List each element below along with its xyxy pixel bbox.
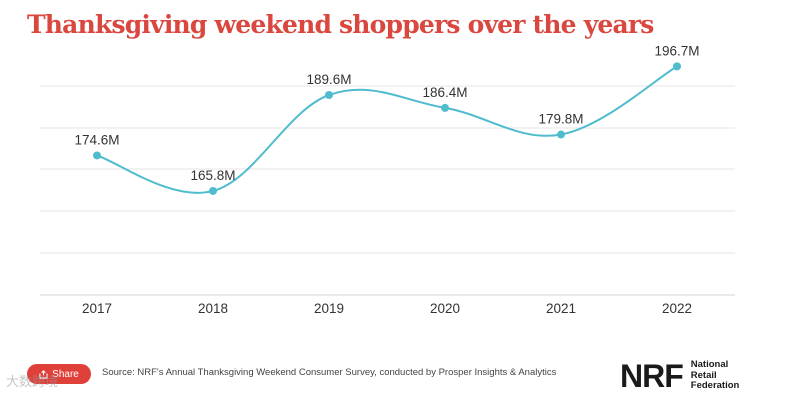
x-tick-2020: 2020: [430, 301, 460, 316]
x-tick-2022: 2022: [662, 301, 692, 316]
x-tick-2021: 2021: [546, 301, 576, 316]
logo-text: National Retail Federation: [691, 360, 740, 392]
data-label-2019: 189.6M: [306, 72, 351, 87]
logo-line-3: Federation: [690, 380, 740, 392]
logo-line-2: Retail: [690, 369, 717, 381]
data-label-2020: 186.4M: [422, 85, 467, 100]
share-icon: [39, 369, 48, 379]
data-points: [93, 62, 681, 195]
chart-title: Thanksgiving weekend shoppers over the y…: [27, 10, 654, 39]
series-line: [96, 65, 678, 194]
data-label-2018: 165.8M: [190, 168, 235, 183]
data-labels: 174.6M 165.8M 189.6M 186.4M 179.8M 196.7M: [74, 43, 699, 183]
nrf-logo: NRF National Retail Federation: [620, 360, 739, 392]
x-tick-2018: 2018: [198, 301, 228, 316]
source-note: Source: NRF's Annual Thanksgiving Weeken…: [102, 367, 557, 378]
x-tick-2019: 2019: [314, 301, 344, 316]
data-point-2018: [209, 186, 217, 195]
logo-mark: NRF: [620, 358, 684, 394]
chart-footer: Share 大数跨境 Source: NRF's Annual Thanksgi…: [0, 355, 787, 401]
line-chart: 174.6M 165.8M 189.6M 186.4M 179.8M 196.7M 201…: [40, 43, 735, 316]
share-button[interactable]: Share: [27, 364, 91, 384]
watermark-text: 大数跨境: [6, 375, 59, 390]
x-axis-ticks: 2017 2018 2019 2020 2021 2022: [82, 301, 692, 316]
data-point-2020: [441, 103, 449, 112]
data-point-2021: [557, 130, 565, 139]
data-point-2022: [673, 62, 681, 71]
logo-line-1: National: [690, 359, 729, 371]
share-label: Share: [52, 368, 79, 380]
data-label-2017: 174.6M: [74, 132, 119, 147]
data-label-2021: 179.8M: [538, 112, 583, 127]
x-tick-2017: 2017: [82, 301, 112, 316]
series-line-layer: [96, 65, 678, 194]
data-point-2019: [325, 91, 333, 99]
gridlines: [40, 85, 735, 296]
data-point-2017: [93, 151, 101, 160]
data-label-2022: 196.7M: [654, 43, 699, 58]
